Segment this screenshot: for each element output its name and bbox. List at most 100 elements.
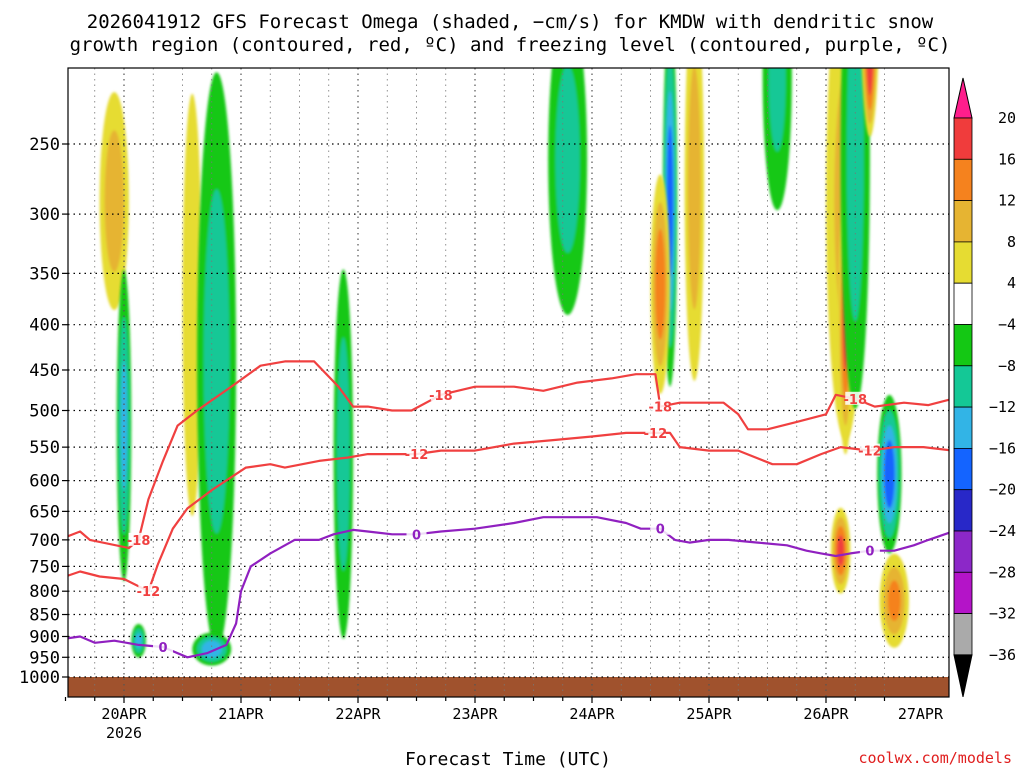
omega-cell	[762, 68, 792, 211]
contour-label: 0	[158, 641, 167, 656]
contour-label-bg	[138, 584, 159, 598]
omega-shade	[768, 68, 786, 152]
x-tick-label: 26APR	[803, 705, 849, 723]
x-tick-label: 24APR	[569, 705, 615, 723]
colorbar-label: −32	[989, 605, 1016, 623]
contour-label-bg	[650, 399, 671, 413]
contour-label: 0	[656, 523, 665, 538]
colorbar-swatch	[953, 158, 973, 202]
x-tick-year: 2026	[106, 724, 142, 742]
omega-colorbar: 20 16 12 8 4 −4 −8 −12 −16 −20 −24 −28 −32 −36	[953, 77, 1016, 698]
y-tick-label: 850	[29, 606, 60, 626]
contour-label-bg	[153, 640, 173, 654]
chart-title-line2: growth region (contoured, red, ºC) and f…	[70, 34, 951, 56]
colorbar-swatch	[953, 406, 973, 449]
colorbar-label: −36	[989, 646, 1016, 664]
contour-line	[68, 360, 949, 550]
omega-cell	[192, 632, 232, 666]
colorbar-swatch	[953, 571, 973, 614]
chart-title-line1: 2026041912 GFS Forecast Omega (shaded, −…	[87, 11, 934, 33]
colorbar-swatch	[953, 613, 973, 656]
omega-cell	[333, 269, 354, 639]
contour-label-bg	[430, 387, 451, 401]
colorbar-label: −4	[998, 316, 1016, 334]
omega-shade	[655, 228, 666, 340]
omega-shade	[336, 337, 350, 571]
y-tick-label: 1000	[19, 668, 60, 688]
y-tick-label: 250	[29, 135, 60, 155]
omega-cell	[99, 92, 129, 310]
contour-line	[68, 516, 949, 659]
omega-shade	[555, 68, 580, 253]
contour-label-bg	[406, 527, 427, 541]
contour-line	[68, 431, 949, 593]
y-tick-label: 600	[29, 472, 60, 492]
colorbar-label: −20	[989, 481, 1016, 499]
colorbar-label: −12	[989, 398, 1016, 416]
colorbar-label: 8	[1007, 233, 1016, 251]
colorbar-swatch	[953, 282, 973, 325]
omega-cell	[662, 68, 678, 387]
contour-label: -12	[644, 427, 668, 442]
contour-label: -18	[127, 534, 151, 549]
credit-text: coolwx.com/models	[858, 749, 1012, 767]
omega-shade	[687, 68, 701, 310]
colorbar-label: −28	[989, 563, 1016, 581]
omega-shade	[104, 130, 124, 272]
contour-label-bg	[645, 425, 666, 439]
colorbar-label: −16	[989, 439, 1016, 457]
omega-shade	[884, 440, 895, 509]
y-tick-label: 950	[29, 648, 60, 668]
omega-cell	[197, 72, 237, 651]
omega-cell	[684, 68, 705, 381]
contour-0: 0 0 0 0	[68, 516, 949, 659]
contour-label: -18	[844, 393, 868, 408]
colorbar-swatch	[953, 489, 973, 532]
y-tick-label: 800	[29, 582, 60, 602]
x-tick-label: 22APR	[335, 705, 381, 723]
colorbar-label: 12	[998, 192, 1016, 210]
omega-shading-layer	[99, 68, 909, 666]
y-tick-label: 700	[29, 531, 60, 551]
colorbar-swatch	[953, 200, 973, 243]
y-tick-label: 300	[29, 205, 60, 225]
x-tick-label: 27APR	[898, 705, 944, 723]
colorbar-bottom-arrow	[953, 654, 973, 698]
colorbar-swatch	[953, 365, 973, 408]
omega-cell	[861, 68, 879, 137]
colorbar-swatch	[953, 117, 973, 160]
y-tick-label: 650	[29, 502, 60, 522]
colorbar-label: 16	[998, 150, 1016, 168]
contour-m18: -18 -18 -18 -18	[68, 360, 949, 550]
omega-cell	[830, 507, 851, 594]
contour-layer: -18 -18 -18 -18 -12 -12 -12 -12 0 0 0 0	[68, 360, 949, 659]
omega-cell	[650, 174, 670, 394]
contour-label-bg	[845, 391, 866, 405]
y-tick-label: 350	[29, 264, 60, 284]
y-tick-label: 900	[29, 627, 60, 647]
x-tick-label: 23APR	[452, 705, 498, 723]
plot-frame	[67, 67, 950, 698]
contour-label: -12	[858, 445, 882, 460]
omega-cell	[548, 68, 588, 315]
contour-m12: -12 -12 -12 -12	[68, 425, 949, 600]
contour-label: -18	[429, 389, 453, 404]
omega-cell	[877, 394, 902, 554]
contour-label: 0	[412, 528, 421, 543]
colorbar-label: −24	[989, 522, 1016, 540]
y-tick-label: 750	[29, 557, 60, 577]
x-tick-label: 20APR	[101, 705, 147, 723]
contour-label-bg	[128, 532, 149, 546]
colorbar-swatch	[953, 241, 973, 284]
colorbar-swatch	[953, 324, 973, 367]
omega-shade	[887, 580, 901, 622]
y-tick-label: 500	[29, 402, 60, 422]
colorbar-label: −8	[998, 357, 1016, 375]
contour-label-bg	[406, 447, 427, 461]
contour-label-bg	[650, 521, 671, 535]
grid-layer	[68, 68, 949, 697]
pressure-axis: 2503003504004505005506006507007508008509…	[19, 135, 68, 688]
ground-layer	[68, 677, 949, 697]
